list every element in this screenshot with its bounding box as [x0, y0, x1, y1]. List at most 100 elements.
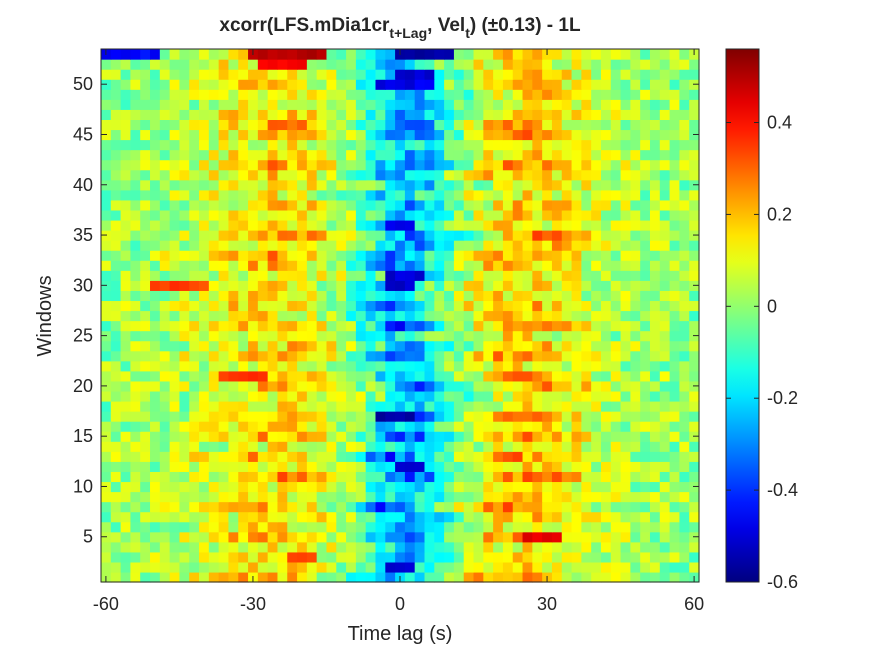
heatmap-cell [277, 511, 288, 523]
heatmap-cell [355, 119, 367, 131]
heatmap-cell [473, 411, 484, 422]
heatmap-cell [659, 119, 671, 131]
heatmap-cell [591, 501, 602, 513]
heatmap-cell [150, 189, 161, 201]
heatmap-cell [473, 79, 484, 90]
heatmap-cell [365, 149, 377, 161]
heatmap-cell [630, 380, 641, 392]
heatmap-cell [610, 300, 622, 312]
heatmap-cell [248, 320, 259, 332]
heatmap-cell [640, 491, 651, 503]
heatmap-cell [444, 149, 455, 161]
heatmap-cell [306, 169, 318, 181]
heatmap-cell [189, 360, 200, 372]
heatmap-cell [591, 571, 602, 583]
heatmap-cell [297, 59, 308, 70]
heatmap-cell [277, 169, 288, 181]
heatmap-cell [610, 421, 622, 432]
heatmap-cell [620, 390, 631, 402]
heatmap-cell [150, 380, 161, 392]
heatmap-cell [101, 411, 112, 422]
heatmap-cell [453, 451, 465, 462]
heatmap-cell [571, 99, 582, 110]
heatmap-cell [208, 380, 220, 392]
heatmap-cell [306, 270, 318, 281]
heatmap-cell [493, 561, 504, 573]
heatmap-cell [679, 189, 690, 201]
heatmap-cell [248, 370, 259, 382]
heatmap-cell [346, 421, 357, 432]
heatmap-cell [238, 501, 249, 513]
heatmap-cell [669, 159, 680, 171]
heatmap-cell [414, 571, 426, 583]
heatmap-cell [346, 49, 357, 60]
heatmap-cell [473, 501, 484, 513]
heatmap-cell [395, 511, 406, 523]
heatmap-cell [375, 330, 386, 342]
heatmap-cell [228, 250, 239, 261]
heatmap-cell [483, 300, 494, 312]
heatmap-cell [218, 451, 230, 462]
heatmap-cell [649, 310, 661, 322]
heatmap-cell [493, 79, 504, 90]
heatmap-cell [228, 189, 239, 201]
heatmap-cell [287, 270, 298, 281]
heatmap-cell [473, 280, 484, 291]
heatmap-cell [248, 109, 259, 120]
heatmap-cell [355, 551, 367, 563]
heatmap-cell [463, 441, 475, 452]
heatmap-cell [679, 451, 690, 462]
heatmap-cell [297, 69, 308, 80]
heatmap-cell [336, 521, 347, 533]
heatmap-cell [365, 199, 377, 211]
heatmap-cell [463, 481, 475, 493]
heatmap-cell [238, 461, 249, 472]
heatmap-cell [140, 571, 151, 583]
heatmap-cell [326, 59, 337, 70]
heatmap-cell [414, 390, 426, 402]
heatmap-cell [375, 551, 386, 563]
heatmap-cell [120, 250, 132, 261]
heatmap-cell [561, 159, 573, 171]
heatmap-cell [473, 441, 484, 452]
heatmap-cell [238, 390, 249, 402]
heatmap-cell [306, 471, 318, 483]
heatmap-cell [257, 209, 269, 221]
heatmap-cell [630, 421, 641, 432]
heatmap-cell [189, 109, 200, 120]
heatmap-cell [257, 350, 269, 362]
heatmap-cell [385, 511, 396, 523]
heatmap-cell [110, 441, 122, 452]
heatmap-cell [591, 481, 602, 493]
heatmap-cell [561, 561, 573, 573]
heatmap-cell [375, 89, 386, 100]
heatmap-cell [551, 250, 563, 261]
heatmap-cell [159, 209, 171, 221]
heatmap-cell [620, 230, 631, 241]
heatmap-cell [610, 360, 622, 372]
heatmap-cell [120, 491, 132, 503]
heatmap-cell [287, 511, 298, 523]
heatmap-cell [238, 129, 249, 141]
heatmap-cell [649, 350, 661, 362]
heatmap-cell [316, 69, 328, 80]
heatmap-cell [679, 219, 690, 231]
heatmap-cell [610, 169, 622, 181]
heatmap-cell [316, 149, 328, 161]
heatmap-cell [453, 149, 465, 161]
heatmap-cell [434, 159, 445, 171]
heatmap-cell [365, 209, 377, 221]
heatmap-cell [600, 411, 612, 422]
heatmap-cell [150, 240, 161, 251]
heatmap-cell [473, 571, 484, 583]
heatmap-cell [424, 290, 435, 302]
heatmap-cell [649, 561, 661, 573]
heatmap-cell [159, 571, 171, 583]
heatmap-cell [287, 441, 298, 452]
heatmap-cell [277, 129, 288, 141]
heatmap-cell [150, 501, 161, 513]
heatmap-cell [199, 290, 210, 302]
heatmap-cell [228, 561, 239, 573]
heatmap-cell [581, 310, 592, 322]
heatmap-cell [385, 119, 396, 131]
